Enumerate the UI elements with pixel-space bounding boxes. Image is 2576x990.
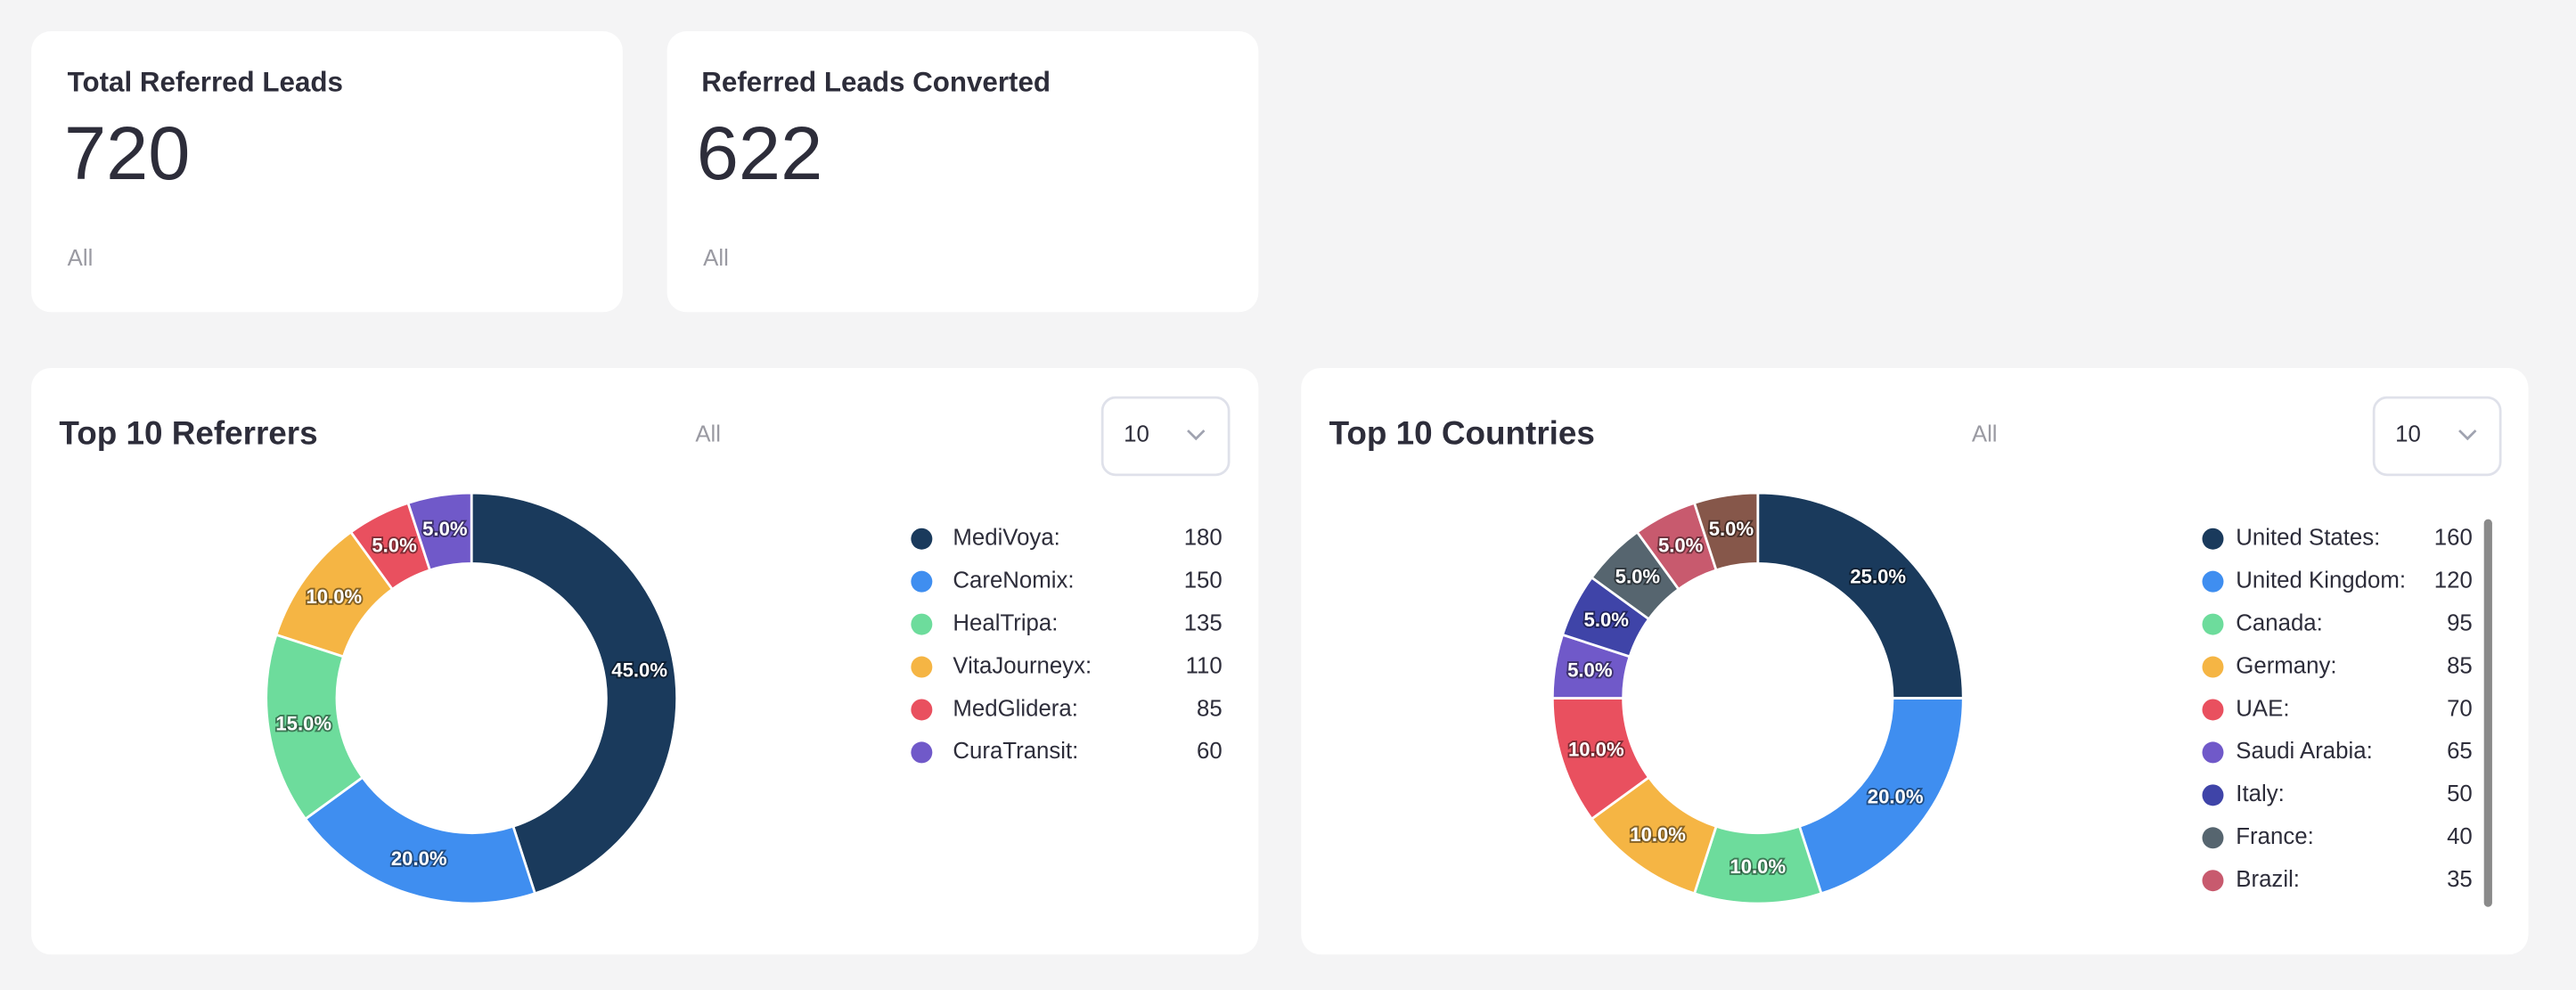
slice-label: 5.0% <box>1584 609 1630 631</box>
card-value: 622 <box>697 110 822 195</box>
legend-label: VitaJourneyx: <box>953 653 1092 678</box>
legend-value: 50 <box>2447 781 2473 806</box>
limit-dropdown[interactable]: 10 <box>1100 396 1231 477</box>
slice-label: 5.0% <box>1615 565 1661 587</box>
legend-swatch <box>2202 784 2224 806</box>
scrollbar[interactable] <box>2483 519 2492 907</box>
card-filter: All <box>68 246 94 271</box>
legend-label: United Kingdom: <box>2236 568 2406 593</box>
legend-value: 120 <box>2434 568 2473 593</box>
legend-label: Brazil: <box>2236 867 2300 892</box>
legend-label: MediVoya: <box>953 526 1059 551</box>
donut-slice <box>470 491 679 896</box>
donut-slice <box>406 491 473 572</box>
legend-label: Saudi Arabia: <box>2236 739 2372 764</box>
dropdown-value: 10 <box>1124 421 1149 446</box>
legend-swatch <box>911 741 933 764</box>
charts: Top 10 Referrers All 10 45.0% 20.0% 15.0% 10.0… <box>31 367 2529 955</box>
slice-label: 5.0% <box>1567 659 1613 682</box>
legend-value: 65 <box>2447 739 2473 764</box>
slice-label: 5.0% <box>1709 518 1754 540</box>
slice-label: 10.0% <box>1630 823 1686 846</box>
legend-swatch <box>911 699 933 721</box>
panel-filter: All <box>695 421 721 446</box>
legend-swatch <box>2202 528 2224 550</box>
legend-value: 60 <box>1197 739 1223 764</box>
panel-title: Top 10 Referrers <box>59 414 317 451</box>
slice-label: 20.0% <box>391 847 447 870</box>
legend-swatch <box>911 528 933 550</box>
card <box>31 31 623 313</box>
slice-label: 5.0% <box>1658 534 1704 556</box>
dropdown-box <box>2372 396 2502 477</box>
legend-value: 95 <box>2447 610 2473 635</box>
legend-label: UAE: <box>2236 696 2289 721</box>
legend-label: MedGlidera: <box>953 696 1078 721</box>
legend-swatch <box>911 613 933 635</box>
legend-label: Italy: <box>2236 781 2284 806</box>
slice-label: 15.0% <box>275 712 331 734</box>
panel-filter: All <box>1972 421 1998 446</box>
legend-value: 135 <box>1184 610 1223 635</box>
legend-label: CuraTransit: <box>953 739 1078 764</box>
slice-label: 20.0% <box>1868 786 1924 808</box>
legend-label: HealTripa: <box>953 610 1058 635</box>
legend-swatch <box>2202 699 2224 721</box>
donut-slice <box>1692 491 1760 572</box>
legend-label: Germany: <box>2236 653 2336 678</box>
slice-label: 45.0% <box>611 659 667 682</box>
slice-label: 10.0% <box>1730 855 1786 878</box>
dropdown-box <box>1100 396 1231 477</box>
legend-value: 35 <box>2447 867 2473 892</box>
legend-label: CareNomix: <box>953 568 1074 593</box>
legend-swatch <box>2202 827 2224 849</box>
legend-swatch <box>2202 741 2224 764</box>
slice-label: 10.0% <box>306 585 362 608</box>
dropdown-chevron <box>2458 430 2477 441</box>
legend-label: United States: <box>2236 526 2380 551</box>
limit-dropdown[interactable]: 10 <box>2372 396 2502 477</box>
legend-swatch <box>2202 870 2224 892</box>
card-filter: All <box>703 246 729 271</box>
legend-value: 180 <box>1184 526 1223 551</box>
slice-label: 25.0% <box>1850 565 1906 587</box>
card-title: Referred Leads Converted <box>701 66 1051 97</box>
legend-value: 40 <box>2447 824 2473 849</box>
card <box>666 31 1259 313</box>
slice-label: 10.0% <box>1568 738 1624 760</box>
legend-value: 110 <box>1186 653 1223 678</box>
legend-value: 85 <box>1197 696 1223 721</box>
legend-swatch <box>2202 570 2224 593</box>
dropdown-value: 10 <box>2395 421 2421 446</box>
card-value: 720 <box>64 110 190 195</box>
legend-swatch <box>911 570 933 593</box>
legend-label: France: <box>2236 824 2313 849</box>
slice-label: 5.0% <box>372 534 417 556</box>
legend-value: 160 <box>2434 526 2473 551</box>
legend-swatch <box>2202 613 2224 635</box>
legend-value: 85 <box>2447 653 2473 678</box>
panel-title: Top 10 Countries <box>1329 414 1595 451</box>
slice-label: 5.0% <box>422 518 468 540</box>
legend-value: 150 <box>1184 568 1223 593</box>
dropdown-chevron <box>1187 430 1206 441</box>
card-title: Total Referred Leads <box>68 66 343 97</box>
donut-slice <box>1756 491 1965 700</box>
legend-value: 70 <box>2447 696 2473 721</box>
legend-swatch <box>911 656 933 678</box>
legend-label: Canada: <box>2236 610 2323 635</box>
legend-swatch <box>2202 656 2224 678</box>
